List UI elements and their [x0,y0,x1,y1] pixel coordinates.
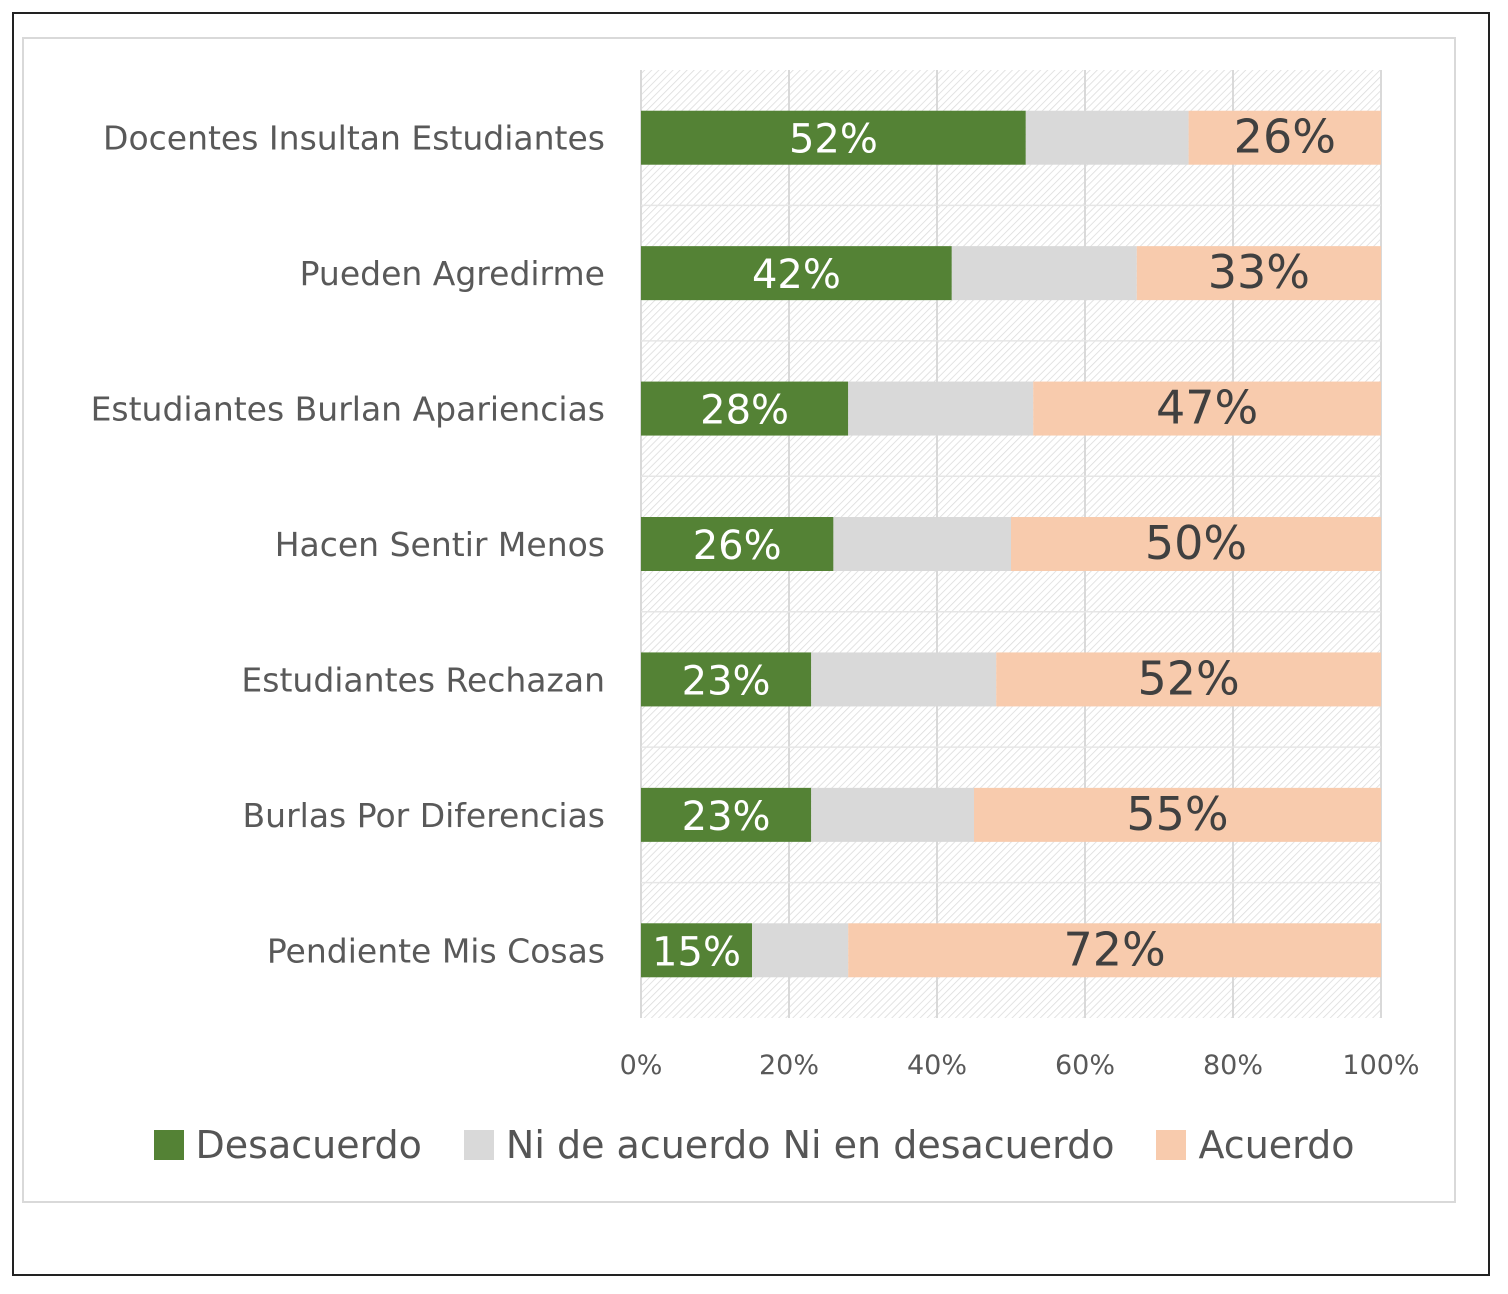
bar-segment [848,923,1381,978]
data-label: 50% [1145,516,1247,570]
bar-segment [641,652,812,707]
category-label: Pendiente Mis Cosas [267,931,605,970]
data-label: 23% [682,794,771,840]
category-label: Burlas Por Diferencias [243,796,605,835]
data-label: 72% [1063,922,1165,976]
data-label: 42% [752,252,841,298]
data-label: 26% [693,523,782,569]
x-tick-label: 40% [907,1050,967,1081]
bar-segment [833,517,1011,571]
legend-label-acuerdo: Acuerdo [1198,1123,1355,1167]
legend-swatch-acuerdo [1156,1130,1187,1160]
bar-segment [752,923,849,978]
category-label: Estudiantes Burlan Apariencias [91,390,605,429]
data-label: 47% [1156,381,1258,435]
legend-item-neutral: Ni de acuerdo Ni en desacuerdo [463,1123,1115,1167]
data-label: 23% [682,658,771,704]
chart-frame [22,37,1456,1203]
data-label: 28% [700,388,789,434]
legend-item-acuerdo: Acuerdo [1156,1123,1354,1167]
bar-segment [811,652,997,707]
bar-segment [848,381,1034,436]
bar-segment [1011,517,1381,571]
legend-swatch-neutral [463,1130,494,1160]
bar-segment [641,381,849,436]
category-label: Hacen Sentir Menos [275,525,605,564]
legend: Desacuerdo Ni de acuerdo Ni en desacuerd… [0,1122,1508,1168]
bar-segment [1188,110,1381,165]
data-label: 15% [652,929,741,975]
bar-segment [1033,381,1381,436]
data-label: 55% [1126,787,1228,841]
x-tick-label: 60% [1055,1050,1115,1081]
x-tick-label: 20% [759,1050,819,1081]
legend-swatch-desacuerdo [153,1130,184,1160]
bar-segment [996,652,1381,707]
data-label: 52% [1137,651,1239,705]
x-tick-label: 80% [1203,1050,1263,1081]
bar-segment [641,246,952,301]
x-tick-label: 100% [1342,1050,1419,1081]
bar-segment [641,110,1026,165]
bar-segment [1136,246,1381,301]
x-tick-label: 0% [620,1050,663,1081]
data-label: 52% [789,117,878,163]
category-label: Pueden Agredirme [300,254,605,293]
legend-label-neutral: Ni de acuerdo Ni en desacuerdo [505,1123,1115,1167]
bar-segment [641,517,834,571]
legend-label-desacuerdo: Desacuerdo [195,1123,422,1167]
bar-segment [641,787,812,842]
bar-segment [641,923,752,978]
category-label: Docentes Insultan Estudiantes [103,119,605,158]
legend-item-desacuerdo: Desacuerdo [153,1123,422,1167]
category-label: Estudiantes Rechazan [241,660,605,699]
bar-segment [1025,110,1189,165]
bar-segment [974,787,1381,842]
data-label: 26% [1234,110,1336,164]
bar-segment [811,787,974,842]
data-label: 33% [1208,245,1310,299]
bar-segment [951,246,1137,301]
outer-frame [12,12,1490,1276]
